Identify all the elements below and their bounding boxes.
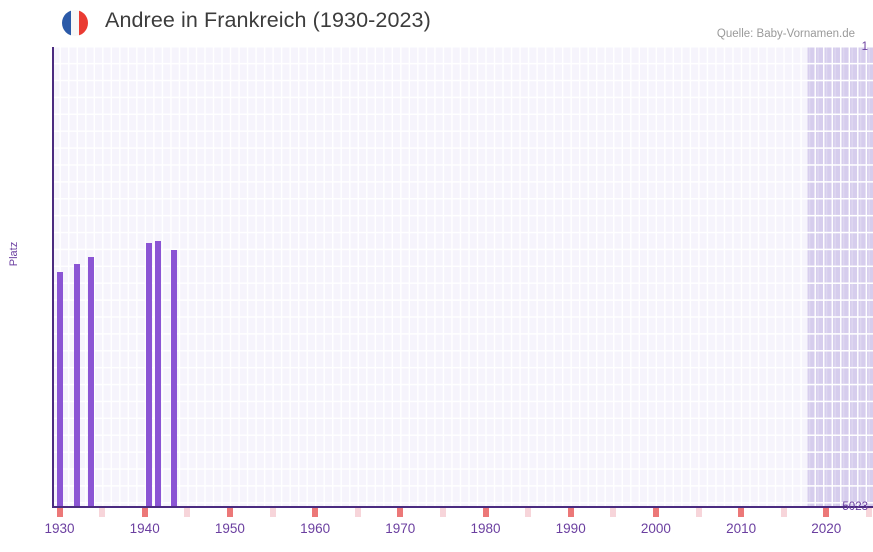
x-axis-label-1990: 1990	[555, 521, 586, 536]
x-tick-1980	[482, 507, 489, 517]
bar-1940[interactable]	[146, 243, 153, 506]
x-tick-1990	[567, 507, 574, 517]
x-tick-2010	[738, 507, 745, 517]
bar-1932[interactable]	[74, 264, 81, 506]
x-tick-1930	[56, 507, 63, 517]
bar-1941[interactable]	[155, 241, 162, 506]
x-tick-minor-2005	[695, 507, 702, 517]
x-tick-1970	[397, 507, 404, 517]
x-axis-label-2020: 2020	[811, 521, 842, 536]
x-axis-label-1940: 1940	[129, 521, 160, 536]
x-tick-minor-1955	[269, 507, 276, 517]
chart-header: Andree in Frankreich (1930-2023) Quelle:…	[0, 0, 873, 46]
x-axis-label-2010: 2010	[726, 521, 757, 536]
x-tick-1960	[312, 507, 319, 517]
x-axis-line	[52, 506, 873, 508]
x-axis-label-1930: 1930	[44, 521, 75, 536]
x-tick-minor-1965	[354, 507, 361, 517]
x-tick-2000	[652, 507, 659, 517]
flag-stripe-blue	[62, 10, 71, 36]
y-axis-title: Platz	[8, 241, 21, 267]
x-tick-minor-1935	[99, 507, 106, 517]
flag-stripe-white	[70, 10, 80, 36]
y-axis-top-label: 1	[861, 41, 868, 53]
x-tick-minor-1945	[184, 507, 191, 517]
x-axis-ticks	[52, 507, 873, 518]
bar-1930[interactable]	[57, 272, 64, 506]
grid-lines	[52, 47, 873, 506]
x-axis-label-2000: 2000	[640, 521, 671, 536]
x-tick-minor-1985	[525, 507, 532, 517]
y-axis-bottom-label: 5023	[842, 501, 868, 513]
x-tick-1940	[141, 507, 148, 517]
bar-1943[interactable]	[171, 250, 178, 506]
future-range-grid	[807, 47, 873, 506]
x-tick-minor-1995	[610, 507, 617, 517]
x-axis-label-1950: 1950	[214, 521, 245, 536]
source-attribution: Quelle: Baby-Vornamen.de	[716, 28, 855, 40]
x-tick-2020	[823, 507, 830, 517]
x-axis-label-1980: 1980	[470, 521, 501, 536]
x-axis-label-1970: 1970	[385, 521, 416, 536]
x-tick-minor-1975	[439, 507, 446, 517]
flag-stripe-red	[79, 10, 88, 36]
x-tick-minor-2025	[865, 507, 872, 517]
x-tick-minor-2015	[780, 507, 787, 517]
france-flag-icon	[62, 10, 88, 36]
x-axis-label-1960: 1960	[300, 521, 331, 536]
x-tick-1950	[226, 507, 233, 517]
chart-plot-area	[52, 47, 873, 506]
y-axis-line	[52, 47, 54, 507]
bar-1934[interactable]	[88, 257, 95, 506]
page-title: Andree in Frankreich (1930-2023)	[105, 8, 431, 32]
